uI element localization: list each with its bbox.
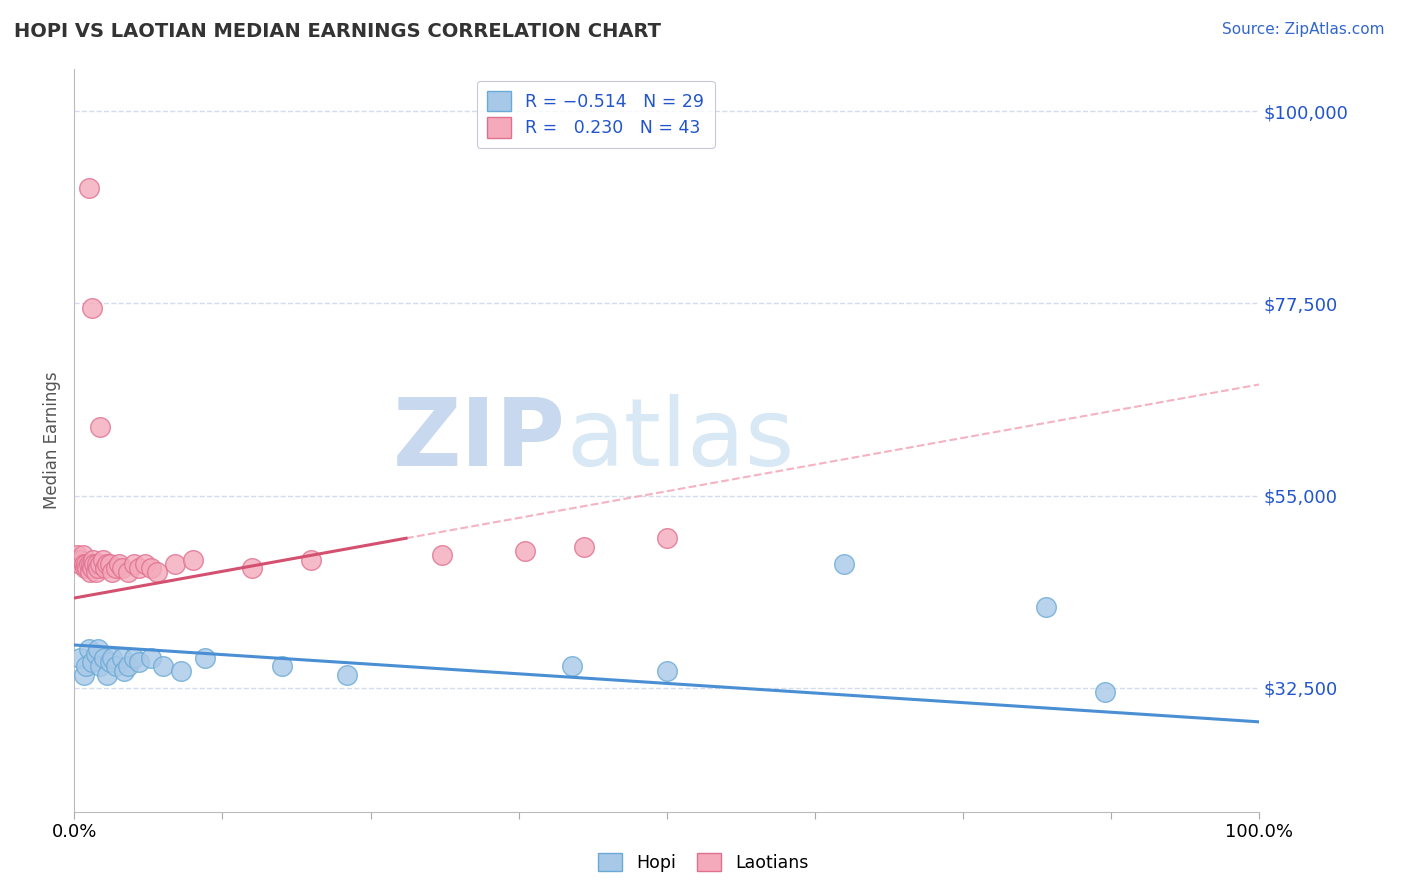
Legend: R = −0.514   N = 29, R =   0.230   N = 43: R = −0.514 N = 29, R = 0.230 N = 43 <box>477 81 714 148</box>
Point <box>146 566 169 580</box>
Point <box>77 181 100 195</box>
Point <box>101 566 124 580</box>
Point <box>86 557 108 571</box>
Point <box>93 650 115 665</box>
Point <box>91 552 114 566</box>
Point <box>89 557 111 571</box>
Point <box>73 557 96 571</box>
Point <box>80 301 103 315</box>
Point <box>98 557 121 571</box>
Point <box>66 549 89 563</box>
Point <box>111 561 134 575</box>
Point <box>73 668 96 682</box>
Point <box>87 642 110 657</box>
Point <box>112 664 135 678</box>
Point <box>69 557 91 571</box>
Point <box>117 566 139 580</box>
Point <box>336 668 359 682</box>
Point <box>84 566 107 580</box>
Point <box>104 659 127 673</box>
Point <box>655 664 678 678</box>
Point <box>77 557 100 571</box>
Point <box>834 557 856 571</box>
Point <box>134 557 156 571</box>
Point <box>79 566 101 580</box>
Point <box>75 557 97 571</box>
Point <box>128 655 150 669</box>
Point <box>561 659 583 673</box>
Point <box>270 659 292 673</box>
Point <box>80 557 103 571</box>
Point <box>108 557 131 571</box>
Point <box>240 561 263 575</box>
Point <box>122 650 145 665</box>
Point <box>76 561 98 575</box>
Point <box>513 544 536 558</box>
Text: Source: ZipAtlas.com: Source: ZipAtlas.com <box>1222 22 1385 37</box>
Point <box>87 561 110 575</box>
Point <box>152 659 174 673</box>
Point <box>117 659 139 673</box>
Point <box>163 557 186 571</box>
Point <box>94 561 117 575</box>
Point <box>101 650 124 665</box>
Point <box>84 647 107 661</box>
Point <box>70 552 93 566</box>
Text: HOPI VS LAOTIAN MEDIAN EARNINGS CORRELATION CHART: HOPI VS LAOTIAN MEDIAN EARNINGS CORRELAT… <box>14 22 661 41</box>
Point <box>104 561 127 575</box>
Point <box>1035 599 1057 614</box>
Point <box>96 557 118 571</box>
Point <box>73 561 96 575</box>
Point <box>69 650 91 665</box>
Point <box>89 420 111 434</box>
Point <box>128 561 150 575</box>
Point <box>75 659 97 673</box>
Point <box>96 668 118 682</box>
Point <box>572 540 595 554</box>
Point <box>82 552 104 566</box>
Point <box>80 655 103 669</box>
Point <box>655 531 678 545</box>
Point <box>141 561 163 575</box>
Point <box>83 557 105 571</box>
Y-axis label: Median Earnings: Median Earnings <box>44 371 60 508</box>
Point <box>122 557 145 571</box>
Point <box>170 664 193 678</box>
Point <box>141 650 163 665</box>
Point <box>1094 685 1116 699</box>
Text: ZIP: ZIP <box>394 394 567 486</box>
Point <box>430 549 453 563</box>
Point <box>89 659 111 673</box>
Point <box>80 561 103 575</box>
Point <box>67 552 90 566</box>
Point <box>194 650 217 665</box>
Legend: Hopi, Laotians: Hopi, Laotians <box>591 847 815 879</box>
Point <box>98 655 121 669</box>
Point <box>111 650 134 665</box>
Point <box>77 642 100 657</box>
Text: atlas: atlas <box>567 394 794 486</box>
Point <box>299 552 322 566</box>
Point <box>181 552 204 566</box>
Point <box>72 549 94 563</box>
